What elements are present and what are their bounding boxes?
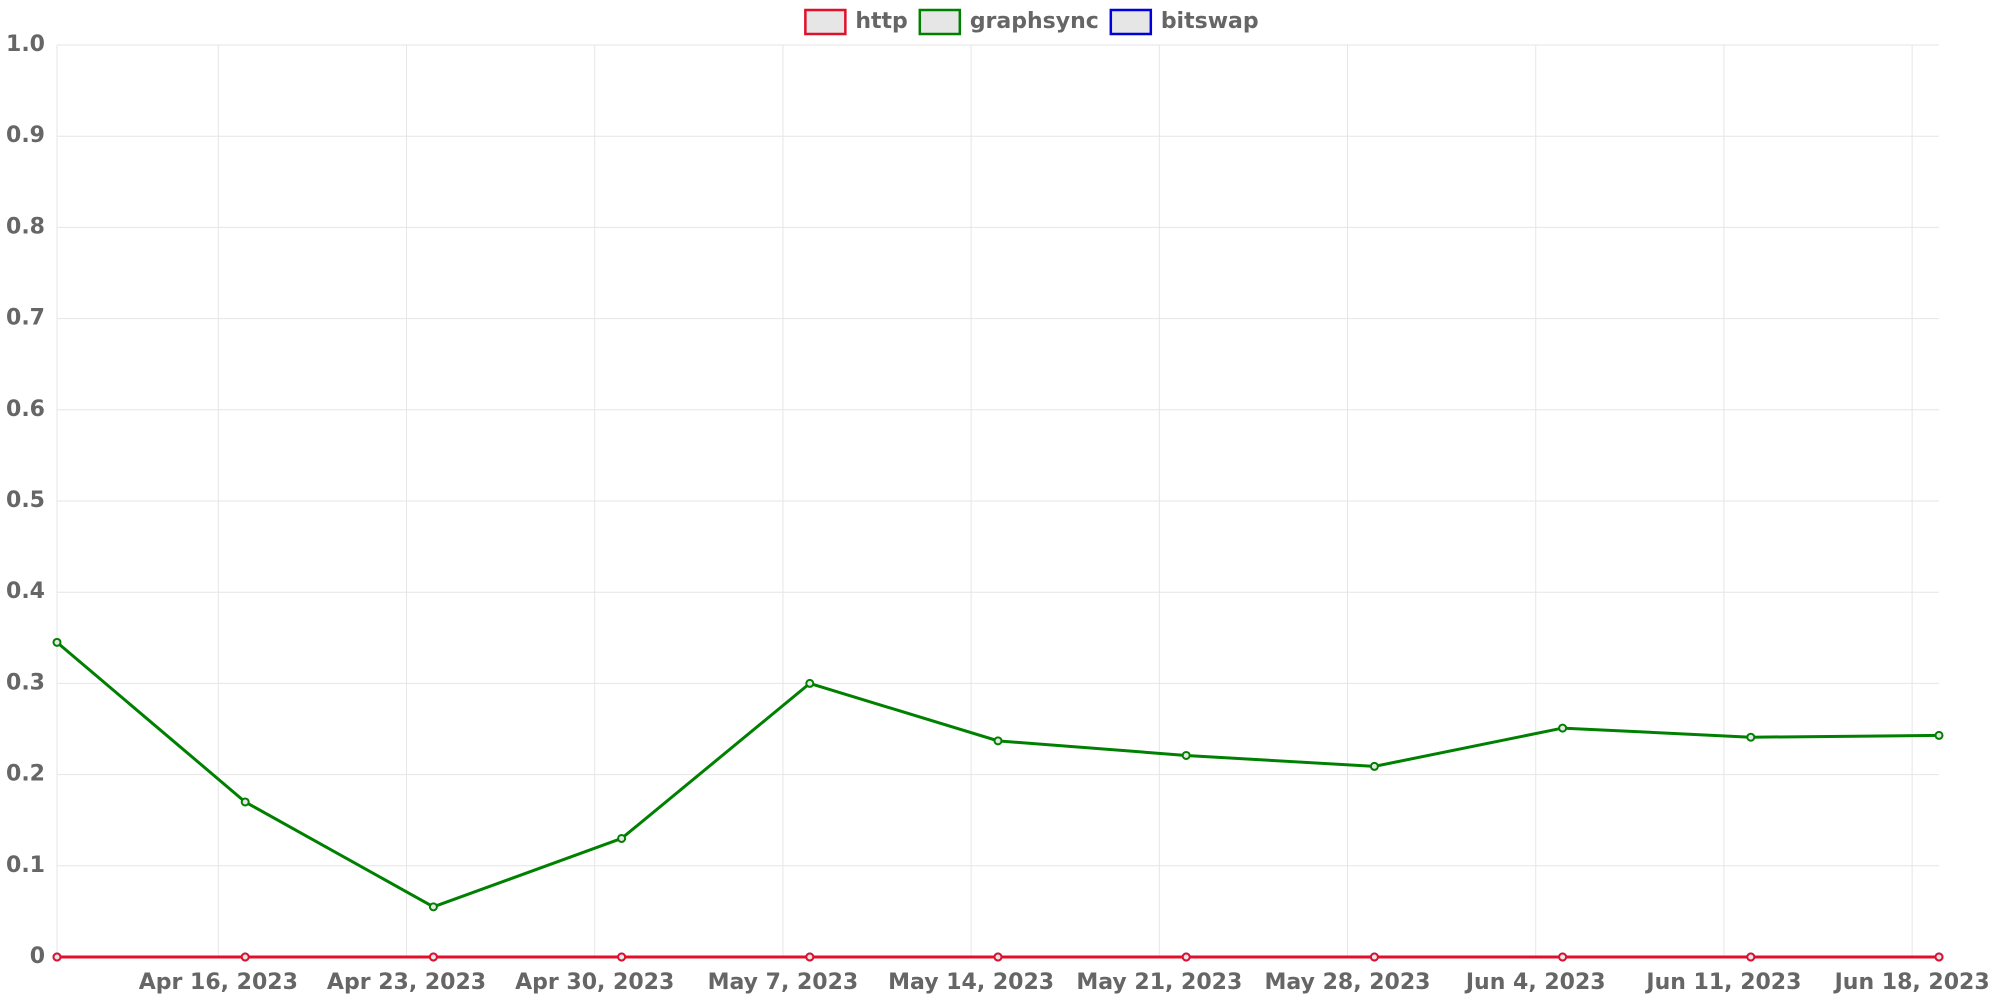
x-tick-label: Jun 18, 2023 xyxy=(1833,970,1990,995)
x-tick-label: Apr 23, 2023 xyxy=(327,970,486,995)
x-tick-label: May 14, 2023 xyxy=(888,970,1054,995)
point xyxy=(240,797,250,807)
legend-label: bitswap xyxy=(1161,9,1259,34)
y-tick-label: 0.8 xyxy=(6,214,45,239)
point xyxy=(52,952,62,962)
legend-swatch xyxy=(804,8,847,36)
point xyxy=(1181,750,1191,760)
point xyxy=(993,736,1003,746)
point xyxy=(805,952,815,962)
point xyxy=(1558,723,1568,733)
y-tick-label: 0.3 xyxy=(6,670,45,695)
point xyxy=(52,637,62,647)
y-tick-label: 0.9 xyxy=(6,123,45,148)
point xyxy=(1746,732,1756,742)
legend-label: graphsync xyxy=(970,9,1099,34)
point xyxy=(428,952,438,962)
point xyxy=(1369,761,1379,771)
point xyxy=(1369,952,1379,962)
legend-label: http xyxy=(855,9,907,34)
point xyxy=(617,952,627,962)
point xyxy=(1934,952,1944,962)
point xyxy=(428,902,438,912)
point xyxy=(993,952,1003,962)
y-tick-label: 0 xyxy=(30,944,45,969)
x-tick-label: May 21, 2023 xyxy=(1076,970,1242,995)
x-tick-label: Jun 11, 2023 xyxy=(1644,970,1801,995)
legend-swatch xyxy=(1109,8,1153,36)
y-tick-label: 0.1 xyxy=(6,853,45,878)
x-tick-label: May 7, 2023 xyxy=(708,970,859,995)
point xyxy=(1746,952,1756,962)
y-tick-label: 0.6 xyxy=(6,397,45,422)
point xyxy=(1934,730,1944,740)
point xyxy=(617,833,627,843)
x-tick-label: Jun 4, 2023 xyxy=(1464,970,1606,995)
y-tick-label: 0.2 xyxy=(6,762,45,787)
y-tick-label: 0.4 xyxy=(6,579,45,604)
x-tick-label: May 28, 2023 xyxy=(1265,970,1431,995)
y-tick-label: 1.0 xyxy=(6,32,45,57)
x-tick-label: Apr 16, 2023 xyxy=(139,970,298,995)
legend-swatch xyxy=(918,8,962,36)
point xyxy=(1558,952,1568,962)
point xyxy=(805,678,815,688)
legend: http graphsync bitswap xyxy=(804,8,1259,36)
x-tick-label: Apr 30, 2023 xyxy=(515,970,674,995)
y-tick-label: 0.7 xyxy=(6,306,45,331)
point xyxy=(1181,952,1191,962)
point xyxy=(240,952,250,962)
y-tick-label: 0.5 xyxy=(6,488,45,513)
